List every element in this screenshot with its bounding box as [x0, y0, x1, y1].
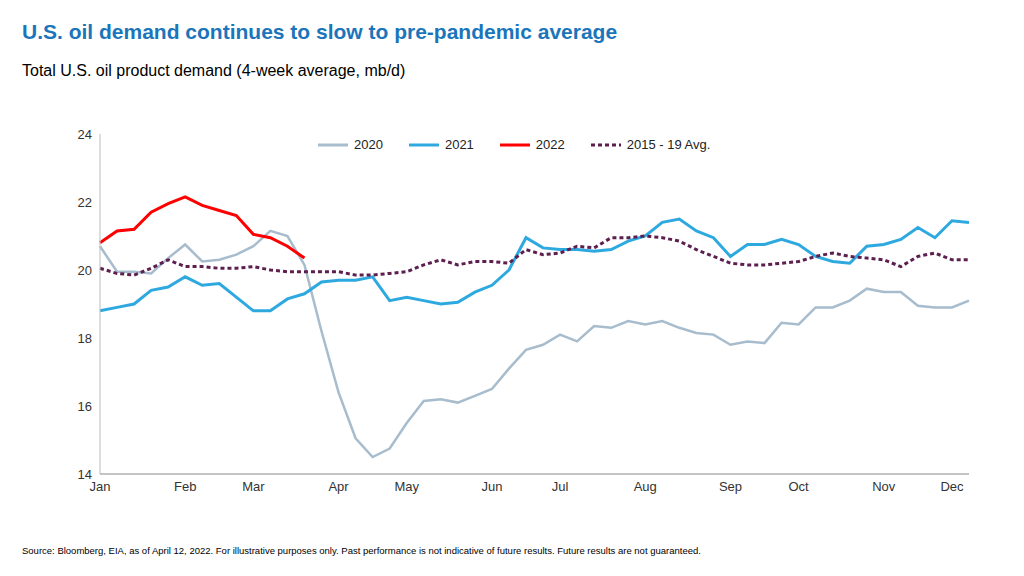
svg-text:Jun: Jun [481, 479, 502, 494]
svg-text:Aug: Aug [634, 479, 657, 494]
svg-text:16: 16 [78, 399, 92, 414]
svg-text:Nov: Nov [872, 479, 896, 494]
svg-text:Jan: Jan [90, 479, 111, 494]
svg-text:24: 24 [78, 127, 92, 142]
html-text:2015 - 19 Avg.: 2015 - 19 Avg. [626, 137, 711, 152]
svg-text:May: May [394, 479, 419, 494]
svg-text:18: 18 [78, 331, 92, 346]
html-text:2021: 2021 [444, 137, 474, 152]
svg-text:Feb: Feb [174, 479, 196, 494]
html-text:2020: 2020 [354, 137, 383, 152]
html-text:2022: 2022 [535, 137, 565, 152]
svg-text:20: 20 [78, 263, 92, 278]
html-text:Total U.S. oil product demand: Total U.S. oil product demand (4-week av… [22, 62, 406, 79]
svg-text:Oct: Oct [788, 479, 809, 494]
html-text:U.S. oil demand continues to s: U.S. oil demand continues to slow to pre… [22, 20, 618, 43]
svg-text:Apr: Apr [328, 479, 349, 494]
html-text:Source: Bloomberg, EIA, as of: Source: Bloomberg, EIA, as of April 12, … [22, 545, 701, 556]
svg-text:Dec: Dec [940, 479, 964, 494]
svg-text:Sep: Sep [719, 479, 742, 494]
svg-text:14: 14 [78, 467, 92, 482]
svg-text:22: 22 [78, 195, 92, 210]
svg-text:Mar: Mar [242, 479, 265, 494]
svg-text:Jul: Jul [552, 479, 569, 494]
